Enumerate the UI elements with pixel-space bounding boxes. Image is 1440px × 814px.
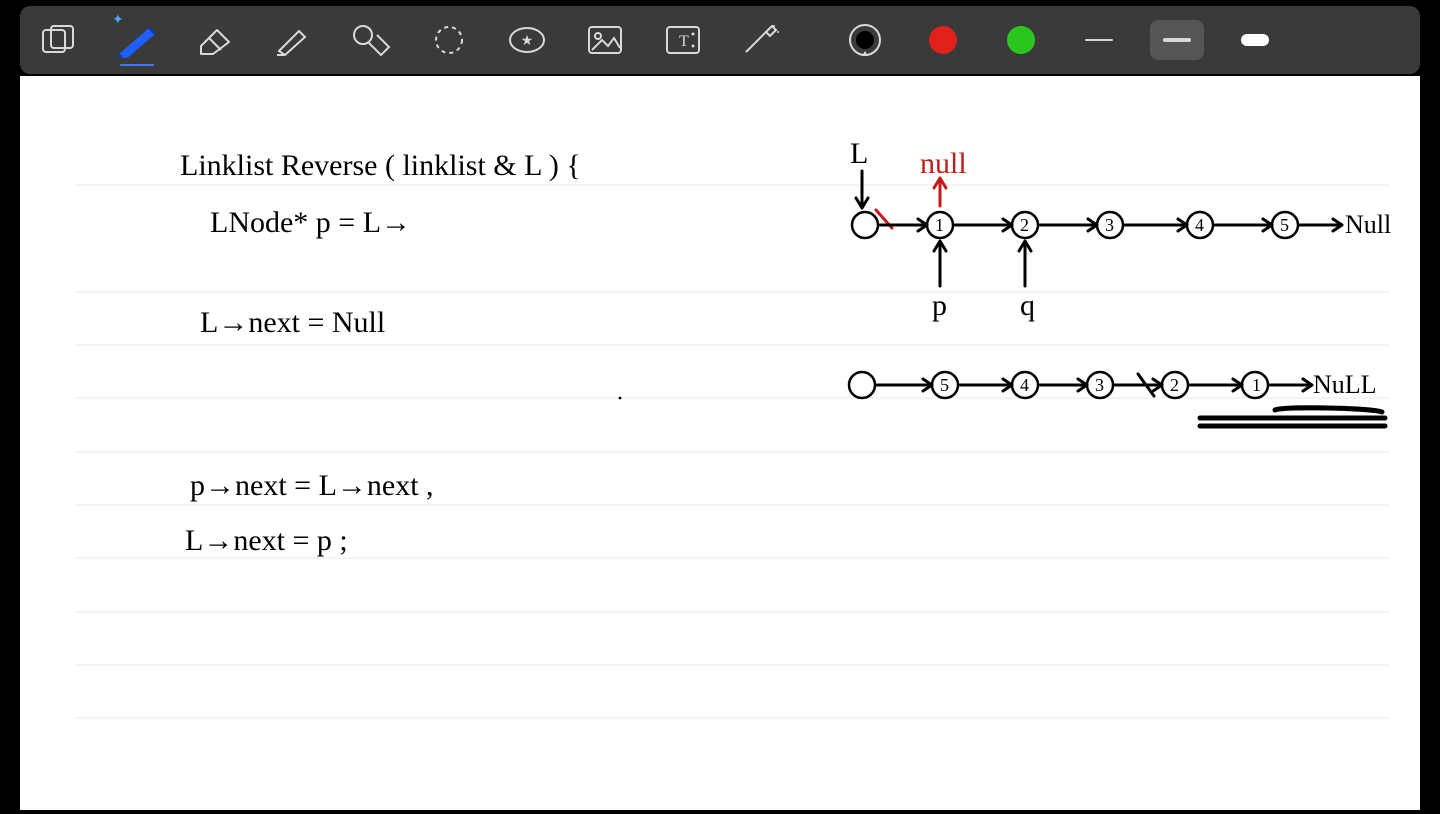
green-dot-icon [1007,26,1035,54]
stroke-medium-bg [1150,20,1204,60]
color-picker-icon [848,23,882,57]
stroke-medium-button[interactable] [1138,6,1216,74]
pages-icon [42,25,76,55]
label-null-end1: Null [1345,210,1391,239]
svg-text:T: T [679,33,689,50]
ruled-lines [75,185,1390,718]
label-L: L [850,137,868,170]
svg-text:1: 1 [1252,375,1261,395]
favorite-lasso-button[interactable]: ★ [488,6,566,74]
note-svg: Linklist Reverse ( linklist & L ) { LNod… [20,76,1420,810]
svg-text:3: 3 [1105,215,1114,235]
code-line-1: Linklist Reverse ( linklist & L ) { [180,149,581,182]
label-null: null [920,147,967,180]
code-line-3: L→next = Null [200,306,385,339]
stray-mark [619,397,622,400]
label-null-end2: NuLL [1313,370,1377,399]
shape-pill-button[interactable] [1216,6,1294,74]
svg-text:★: ★ [521,33,534,49]
shape-ruler-icon [351,23,391,57]
magic-pen-button[interactable] [722,6,800,74]
lasso-button[interactable] [410,6,488,74]
eraser-icon [195,24,235,56]
magic-pen-icon [742,24,780,56]
toolbar: ✦ ★ [20,6,1420,74]
favorite-lasso-icon: ★ [507,25,547,55]
svg-text:3: 3 [1095,375,1104,395]
label-p: p [932,289,947,322]
stroke-medium-icon [1163,38,1191,42]
code-line-4: p→next = L→next , [190,469,434,502]
svg-text:4: 4 [1020,375,1029,395]
code-line-5: L→next = p ; [185,524,348,557]
bluetooth-icon: ✦ [112,12,124,28]
highlighter-button[interactable] [254,6,332,74]
color-swatch-green[interactable] [982,6,1060,74]
textbox-icon: T [666,26,700,54]
pen-button[interactable]: ✦ [98,6,176,74]
eraser-button[interactable] [176,6,254,74]
shape-pill-icon [1241,34,1269,46]
shape-ruler-button[interactable] [332,6,410,74]
svg-text:2: 2 [1020,215,1029,235]
highlighter-icon [273,23,313,57]
svg-text:4: 4 [1195,215,1204,235]
red-dot-icon [929,26,957,54]
textbox-button[interactable]: T [644,6,722,74]
svg-text:5: 5 [940,375,949,395]
stroke-thin-button[interactable] [1060,6,1138,74]
lasso-icon [431,24,467,56]
color-swatch-red[interactable] [904,6,982,74]
stroke-thin-icon [1085,39,1113,41]
svg-text:5: 5 [1280,215,1289,235]
color-picker-button[interactable] [826,6,904,74]
code-line-2: LNode* p = L→ [210,206,411,239]
svg-text:1: 1 [935,215,944,235]
pages-button[interactable] [20,6,98,74]
diagram-before: L null 1 2 3 4 5 Null p q [850,137,1391,322]
label-q: q [1020,289,1035,322]
image-icon [588,26,622,54]
image-button[interactable] [566,6,644,74]
note-canvas[interactable]: Linklist Reverse ( linklist & L ) { LNod… [20,76,1420,810]
svg-text:2: 2 [1170,375,1179,395]
